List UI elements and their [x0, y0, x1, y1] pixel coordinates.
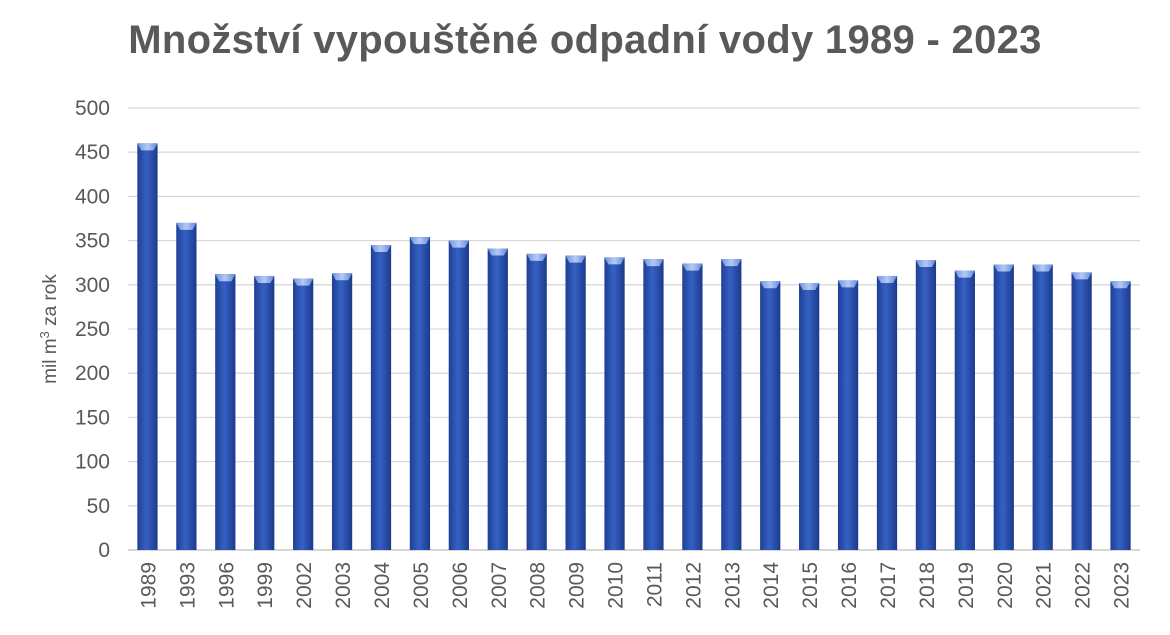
bar-2009	[565, 255, 586, 551]
x-tick-label: 2022	[1072, 562, 1095, 609]
y-tick-label: 500	[75, 97, 110, 120]
y-tick-label: 400	[75, 185, 110, 208]
bar-cap-2020	[993, 264, 1014, 272]
bar-cap-1996	[215, 274, 236, 282]
bar-1996	[215, 274, 236, 550]
bar-cap-2016	[837, 280, 859, 288]
bar-2008	[526, 253, 547, 551]
x-tick-label: 2021	[1033, 562, 1056, 609]
x-tick-label: 2007	[488, 562, 511, 609]
x-tick-label: 2023	[1111, 562, 1134, 609]
x-tick-label: 2017	[877, 562, 900, 609]
x-tick-label: 1996	[215, 562, 238, 609]
y-axis-ticks: 0 50 100 150 200 250 300 350 400 450 500	[75, 97, 110, 562]
x-tick-label: 2008	[527, 562, 550, 609]
bar-cap-2013	[721, 259, 742, 267]
y-tick-label: 200	[75, 362, 110, 385]
bar-2014	[760, 281, 781, 550]
bar-2013	[721, 259, 742, 550]
bar-cap-1993	[176, 222, 197, 230]
x-tick-label: 2018	[916, 562, 939, 609]
y-tick-label: 100	[75, 451, 110, 474]
x-tick-label: 2010	[605, 562, 628, 609]
x-tick-label: 1989	[137, 562, 160, 609]
bars	[137, 143, 1131, 551]
bar-2023	[1110, 281, 1131, 550]
bar-cap-1999	[254, 275, 275, 283]
bar-cap-2003	[331, 273, 353, 281]
bar-2022	[1071, 272, 1092, 550]
x-tick-label: 2012	[682, 562, 705, 609]
x-tick-label: 2004	[371, 562, 394, 609]
bar-1999	[254, 275, 275, 550]
bar-2019	[954, 270, 975, 550]
bar-cap-2019	[954, 270, 975, 278]
bar-2002	[293, 278, 314, 550]
bar-2012	[682, 263, 703, 550]
x-axis-ticks: 1989 1993 1996 1999 2002 2003 2004 2005 2006 2007…	[137, 562, 1133, 609]
x-tick-label: 2014	[760, 562, 783, 609]
x-tick-label: 2019	[955, 562, 978, 609]
bar-2006	[448, 240, 469, 550]
y-tick-label: 300	[75, 274, 110, 297]
bar-2005	[409, 237, 431, 550]
bar-cap-2023	[1110, 281, 1131, 289]
chart-title: Množství vypouštěné odpadní vody 1989 - …	[128, 18, 1042, 62]
x-tick-label: 2009	[566, 562, 589, 609]
bar-cap-2014	[760, 281, 781, 289]
x-tick-label: 2005	[410, 562, 433, 609]
x-tick-label: 2020	[994, 562, 1017, 609]
bar-2007	[487, 248, 508, 550]
y-tick-label: 450	[75, 141, 110, 164]
bar-cap-2018	[915, 260, 937, 268]
x-tick-label: 2016	[838, 562, 861, 609]
gridlines	[128, 107, 1140, 551]
bar-1993	[176, 222, 197, 551]
bar-cap-2015	[799, 283, 820, 291]
y-tick-label: 50	[87, 495, 110, 518]
bar-cap-2010	[604, 257, 625, 265]
bar-1989	[137, 143, 158, 551]
bar-cap-2008	[526, 253, 547, 261]
bar-2016	[837, 280, 859, 550]
bar-cap-1989	[137, 143, 158, 151]
x-tick-label: 1999	[254, 562, 277, 609]
bar-2015	[799, 283, 820, 550]
y-tick-label: 250	[75, 318, 110, 341]
bar-cap-2009	[565, 255, 586, 263]
bar-2021	[1032, 264, 1053, 550]
x-tick-label: 2015	[799, 562, 822, 609]
bar-2004	[370, 245, 392, 550]
bar-cap-2002	[293, 278, 314, 286]
bar-cap-2012	[682, 263, 703, 271]
x-tick-label: 2006	[449, 562, 472, 609]
bar-cap-2007	[487, 248, 508, 256]
x-tick-label: 2011	[643, 562, 666, 607]
bar-2017	[876, 275, 898, 550]
x-tick-label: 1993	[176, 562, 199, 609]
y-axis-label: mil m3 za rok	[37, 274, 61, 384]
x-tick-label: 2002	[293, 562, 316, 609]
bar-2010	[604, 257, 625, 550]
bar-cap-2011	[643, 259, 664, 267]
y-tick-label: 150	[75, 406, 110, 429]
bar-2020	[993, 264, 1014, 550]
bar-cap-2022	[1071, 272, 1092, 280]
bar-cap-2017	[876, 275, 898, 283]
bar-cap-2005	[409, 237, 431, 245]
bar-cap-2006	[448, 240, 469, 248]
bar-2011	[643, 259, 664, 550]
y-tick-label: 0	[98, 539, 110, 562]
x-tick-label: 2013	[721, 562, 744, 609]
y-tick-label: 350	[75, 230, 110, 253]
bar-2018	[915, 260, 937, 550]
bar-2003	[331, 273, 353, 550]
bar-cap-2004	[370, 245, 392, 253]
bar-cap-2021	[1032, 264, 1053, 272]
x-tick-label: 2003	[332, 562, 355, 609]
